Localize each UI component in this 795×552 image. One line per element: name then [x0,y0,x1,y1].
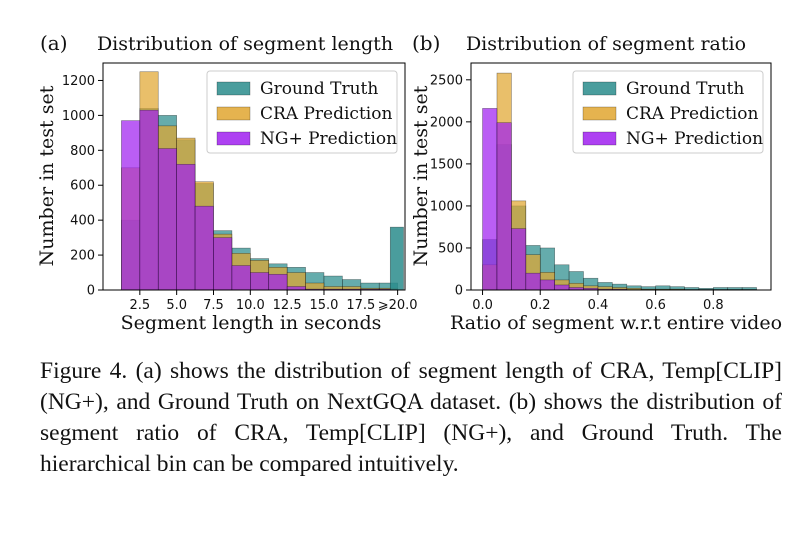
panel-b-plot: 0 500 1000 1500 2000 2500 0.0 0.2 0.4 0.6 0.8 Groun… [430,62,772,313]
panel-a-ylabel: Number in test set [36,85,58,266]
panel-a-series-2 [121,109,398,291]
panel-a-legend-label: CRA Prediction [260,104,392,124]
panel-b-xtick-label: 0.6 [645,298,666,313]
panel-b-xtick-label: 0.2 [530,298,551,313]
panel-a-xtick-label: 5.0 [166,298,187,313]
panel-b-bar [554,284,570,291]
panel-b-ylabel: Number in test set [410,85,432,266]
panel-a-xtick-label: 2.5 [129,298,150,313]
panel-a-label: (a) [40,31,68,55]
figure-caption: Figure 4. (a) shows the distribution of … [40,358,782,477]
panel-b-bar [525,272,541,291]
panel-a-ytick-label: 800 [70,144,95,159]
panel-a-legend-label: Ground Truth [260,79,378,99]
panel-a-legend-swatch [216,106,251,121]
panel-b-bar [482,108,498,291]
panel-a-xtick-label: 7.5 [203,298,224,313]
panel-a-bar [121,120,141,291]
panel-b-legend-label: Ground Truth [626,79,744,99]
panel-b-legend-label: NG+ Prediction [626,129,763,149]
panel-b-axes-frame [470,62,772,291]
panel-b-xtick-label: 0.4 [588,298,609,313]
panel-a-ytick-label: 1000 [62,109,95,124]
panel-a-bar [286,286,306,291]
panel-a-plot: 0 200 400 600 800 1000 1200 2.5 5.0 7.5 10.0 12.5 15… [62,62,418,313]
panel-b-bar [496,122,512,291]
panel-b-legend-swatch [582,106,617,121]
panel-a-bar [250,272,270,291]
panel-a-axes-frame [102,62,406,291]
panel-b-legend: Ground Truth CRA Prediction NG+ Prediction [572,70,764,154]
panel-b-legend-swatch [582,131,617,146]
panel-b-ytick-label: 0 [455,284,463,299]
panel-a-bar [157,148,177,291]
panel-a-bar [176,163,196,291]
panel-b-series-2 [482,108,757,291]
panel-a-bar [213,237,233,291]
panel-a-ytick-label: 400 [70,214,95,229]
panel-a-bar [268,273,288,291]
panel-b-ytick-label: 2000 [430,115,463,130]
panel-b-ytick-label: 2500 [430,73,463,88]
panel-b-xtick-label: 0.0 [472,298,493,313]
panel-b-ytick-label: 1500 [430,157,463,172]
panel-a-xlabel: Segment length in seconds [121,312,382,334]
panel-a-legend-swatch [216,131,251,146]
panel-a-bar [231,265,251,291]
panel-b-xlabel: Ratio of segment w.r.t entire video [450,312,782,334]
panel-a-legend-label: NG+ Prediction [260,129,397,149]
panel-b-xtick-label: 0.8 [703,298,724,313]
figure: (a) Distribution of segment length Numbe… [36,31,782,334]
panel-a-xtick-label: 15.0 [309,298,338,313]
panel-b-legend-box [572,70,764,154]
panel-b-ytick-label: 1000 [430,199,463,214]
panel-b-bar [539,279,555,291]
panel-a-ytick-label: 600 [70,179,95,194]
panel-b-label: (b) [412,31,440,55]
panel-a-xtick-label: ⩾20.0 [378,298,418,313]
panel-a-bar [194,205,214,291]
panel-a-title: Distribution of segment length [97,33,393,55]
panel-a-ytick-label: 200 [70,249,95,264]
panel-a-ytick-label: 0 [87,284,95,299]
panel-a-bar [139,109,159,291]
panel-a-ytick-label: 1200 [62,74,95,89]
panel-a-overflow-bar [389,226,404,291]
panel-a: (a) Distribution of segment length Numbe… [36,31,418,334]
panel-a-xtick-label: 17.5 [346,298,375,313]
panel-b-bar [511,228,527,291]
panel-a-xtick-label: 10.0 [236,298,265,313]
panel-b: (b) Distribution of segment ratio Number… [410,31,782,334]
panel-b-legend-swatch [582,81,617,96]
panel-a-xtick-label: 12.5 [273,298,302,313]
panel-b-legend-label: CRA Prediction [626,104,758,124]
panel-b-title: Distribution of segment ratio [466,33,746,55]
panel-a-legend: Ground Truth CRA Prediction NG+ Prediction [206,70,398,154]
panel-b-ytick-label: 500 [438,241,463,256]
panel-a-legend-swatch [216,81,251,96]
panel-a-legend-box [206,70,398,154]
